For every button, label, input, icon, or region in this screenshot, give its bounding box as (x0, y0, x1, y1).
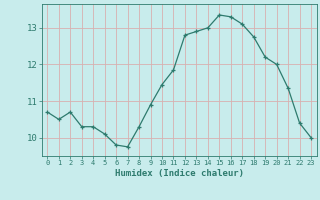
X-axis label: Humidex (Indice chaleur): Humidex (Indice chaleur) (115, 169, 244, 178)
